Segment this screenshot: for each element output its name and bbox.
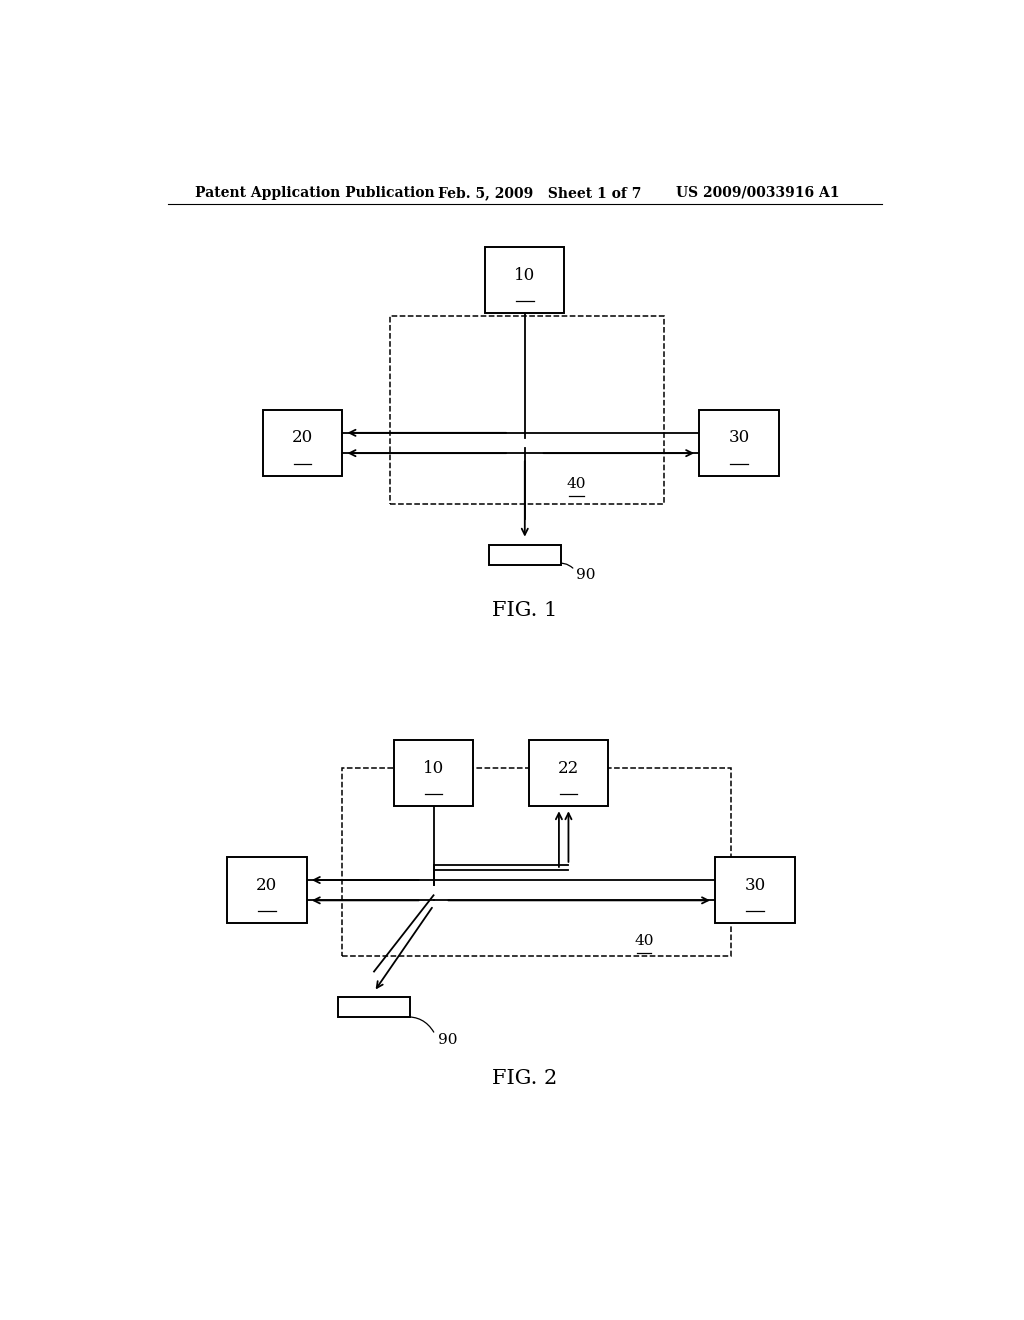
Bar xyxy=(528,741,608,807)
Text: 30: 30 xyxy=(744,876,766,894)
Bar xyxy=(227,857,306,923)
Bar xyxy=(699,411,778,477)
Text: 90: 90 xyxy=(437,1032,457,1047)
Text: 20: 20 xyxy=(292,429,313,446)
Text: Patent Application Publication: Patent Application Publication xyxy=(196,186,435,199)
Bar xyxy=(342,768,731,956)
Bar xyxy=(390,315,664,504)
Text: 10: 10 xyxy=(423,760,444,776)
Text: FIG. 1: FIG. 1 xyxy=(493,601,557,620)
Text: FIG. 2: FIG. 2 xyxy=(493,1069,557,1088)
Text: US 2009/0033916 A1: US 2009/0033916 A1 xyxy=(676,186,839,199)
Bar xyxy=(485,247,564,313)
Text: Feb. 5, 2009   Sheet 1 of 7: Feb. 5, 2009 Sheet 1 of 7 xyxy=(437,186,641,199)
Text: 90: 90 xyxy=(577,568,596,582)
Text: 30: 30 xyxy=(728,429,750,446)
Bar xyxy=(263,411,342,477)
Bar xyxy=(489,545,560,565)
Text: 40: 40 xyxy=(566,477,586,491)
Bar xyxy=(394,741,473,807)
Text: 40: 40 xyxy=(634,935,653,948)
Text: 20: 20 xyxy=(256,876,278,894)
Text: 10: 10 xyxy=(514,267,536,284)
Text: 22: 22 xyxy=(558,760,580,776)
Bar xyxy=(338,997,410,1018)
Bar xyxy=(715,857,795,923)
